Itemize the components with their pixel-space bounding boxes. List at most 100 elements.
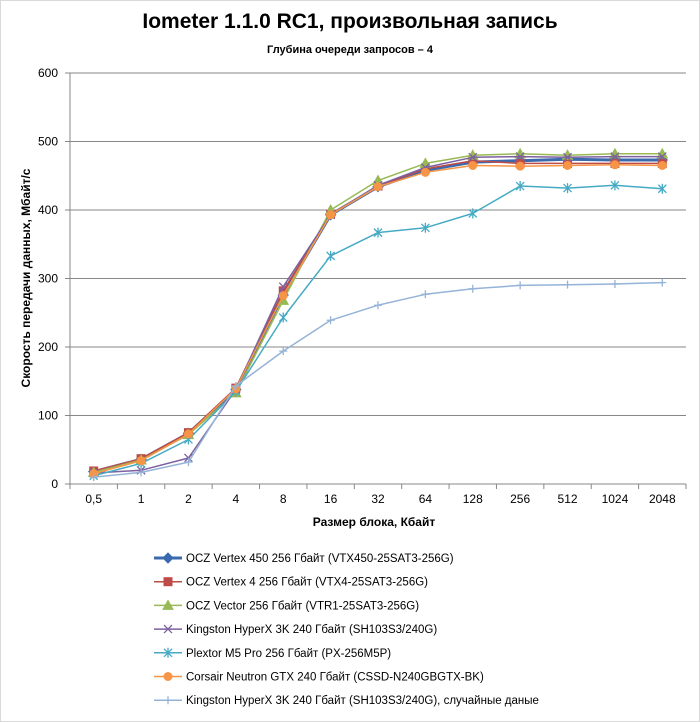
gridlines [70, 72, 686, 416]
legend-item: Plextor M5 Pro 256 Гбайт (PX-256M5P) [154, 648, 391, 660]
data-point [657, 183, 667, 194]
x-tick-label: 32 [371, 492, 385, 506]
data-point [468, 160, 478, 170]
y-tick-label: 0 [51, 477, 58, 491]
data-point [137, 468, 146, 477]
legend-label: Kingston HyperX 3K 240 Гбайт (SH103S3/24… [186, 695, 539, 707]
data-point [516, 281, 525, 290]
y-tick-label: 100 [38, 409, 58, 423]
legend-swatch-marker [164, 696, 172, 705]
series-2 [89, 156, 667, 476]
data-point [515, 161, 525, 171]
data-point [231, 382, 240, 391]
data-point [278, 291, 288, 301]
series-line [93, 164, 663, 475]
legend-item: OCZ Vertex 450 256 Гбайт (VTX450-25SAT3-… [154, 552, 454, 565]
data-point [610, 152, 620, 162]
data-point [326, 210, 336, 220]
data-point [657, 160, 667, 170]
y-tick-label: 200 [38, 340, 58, 354]
data-point [89, 473, 98, 482]
data-point [279, 347, 288, 356]
x-tick-label: 0,5 [85, 492, 102, 506]
series-1 [87, 153, 669, 478]
y-axis-title: Скорость передачи данных, Мбайт/с [19, 168, 33, 387]
series-5 [89, 180, 667, 481]
data-point [278, 282, 288, 292]
data-point [563, 183, 572, 194]
data-point [420, 222, 430, 233]
axis-labels: 0 100 200 300 400 500 600 0,5 1 2 4 8 16 32 64 128 256 51… [38, 66, 676, 506]
x-tick-label: 16 [324, 492, 338, 506]
series-line [93, 281, 663, 478]
data-point [373, 182, 383, 192]
legend-label: Corsair Neutron GTX 240 Гбайт (CSSD-N240… [186, 672, 484, 684]
legend-label: Plextor M5 Pro 256 Гбайт (PX-256M5P) [186, 648, 391, 660]
data-point [468, 284, 477, 293]
data-point [563, 280, 572, 289]
x-tick-label: 256 [510, 492, 530, 506]
chart-title: Iometer 1.1.0 RC1, произвольная запись [142, 10, 558, 33]
series-line [93, 157, 663, 474]
y-tick-label: 600 [38, 66, 58, 80]
legend-swatch-marker [163, 624, 173, 634]
series-group [87, 147, 669, 482]
legend-swatch-marker [163, 577, 173, 587]
x-tick-label: 4 [233, 492, 240, 506]
data-point [326, 250, 336, 261]
series-4 [89, 152, 667, 478]
x-tick-label: 1024 [602, 492, 629, 506]
legend-item: Corsair Neutron GTX 240 Гбайт (CSSD-N240… [154, 672, 484, 684]
data-point [326, 316, 335, 325]
data-point [657, 152, 667, 162]
legend-item: OCZ Vector 256 Гбайт (VTR1-25SAT3-256G) [154, 599, 419, 612]
x-tick-label: 8 [280, 492, 287, 506]
legend-label: OCZ Vertex 4 256 Гбайт (VTX4-25SAT3-256G… [186, 577, 428, 589]
y-tick-label: 400 [38, 203, 58, 217]
data-point [136, 456, 146, 466]
series-line [93, 155, 663, 474]
data-point [563, 152, 572, 162]
legend-label: OCZ Vector 256 Гбайт (VTR1-25SAT3-256G) [186, 600, 419, 612]
legend-item: OCZ Vertex 4 256 Гбайт (VTX4-25SAT3-256G… [154, 577, 428, 589]
data-point [515, 152, 525, 162]
data-point [610, 180, 620, 191]
data-point [183, 429, 193, 439]
data-point [373, 227, 383, 238]
x-tick-label: 2 [185, 492, 192, 506]
legend-swatch-marker [162, 599, 174, 610]
y-tick-label: 500 [38, 135, 58, 149]
axes [65, 72, 687, 489]
data-point [420, 167, 430, 177]
x-tick-label: 512 [558, 492, 578, 506]
legend: OCZ Vertex 450 256 Гбайт (VTX450-25SAT3-… [154, 552, 539, 707]
data-point [468, 208, 478, 219]
x-tick-label: 64 [419, 492, 433, 506]
series-line [93, 159, 663, 472]
data-point [421, 290, 430, 299]
data-point [610, 279, 619, 288]
data-point [658, 278, 667, 287]
y-tick-label: 300 [38, 272, 58, 286]
data-point [374, 301, 382, 310]
series-3 [87, 147, 669, 477]
series-7 [89, 278, 667, 482]
legend-label: Kingston HyperX 3K 240 Гбайт (SH103S3/24… [186, 624, 437, 636]
x-axis-title: Размер блока, Кбайт [313, 515, 436, 529]
data-point [563, 160, 573, 170]
legend-swatch-marker [162, 552, 174, 564]
data-point [278, 312, 288, 323]
data-point [184, 453, 193, 463]
series-line [93, 153, 663, 474]
data-point [515, 181, 525, 192]
legend-item: Kingston HyperX 3K 240 Гбайт (SH103S3/24… [154, 624, 437, 636]
data-point [468, 152, 478, 162]
data-point [610, 160, 620, 170]
chart-subtitle: Глубина очереди запросов – 4 [267, 44, 433, 56]
data-point [184, 458, 193, 467]
legend-swatch-marker [163, 672, 173, 681]
x-tick-label: 1 [138, 492, 145, 506]
legend-label: OCZ Vertex 450 256 Гбайт (VTX450-25SAT3-… [186, 553, 454, 565]
legend-swatch-marker [163, 647, 173, 658]
